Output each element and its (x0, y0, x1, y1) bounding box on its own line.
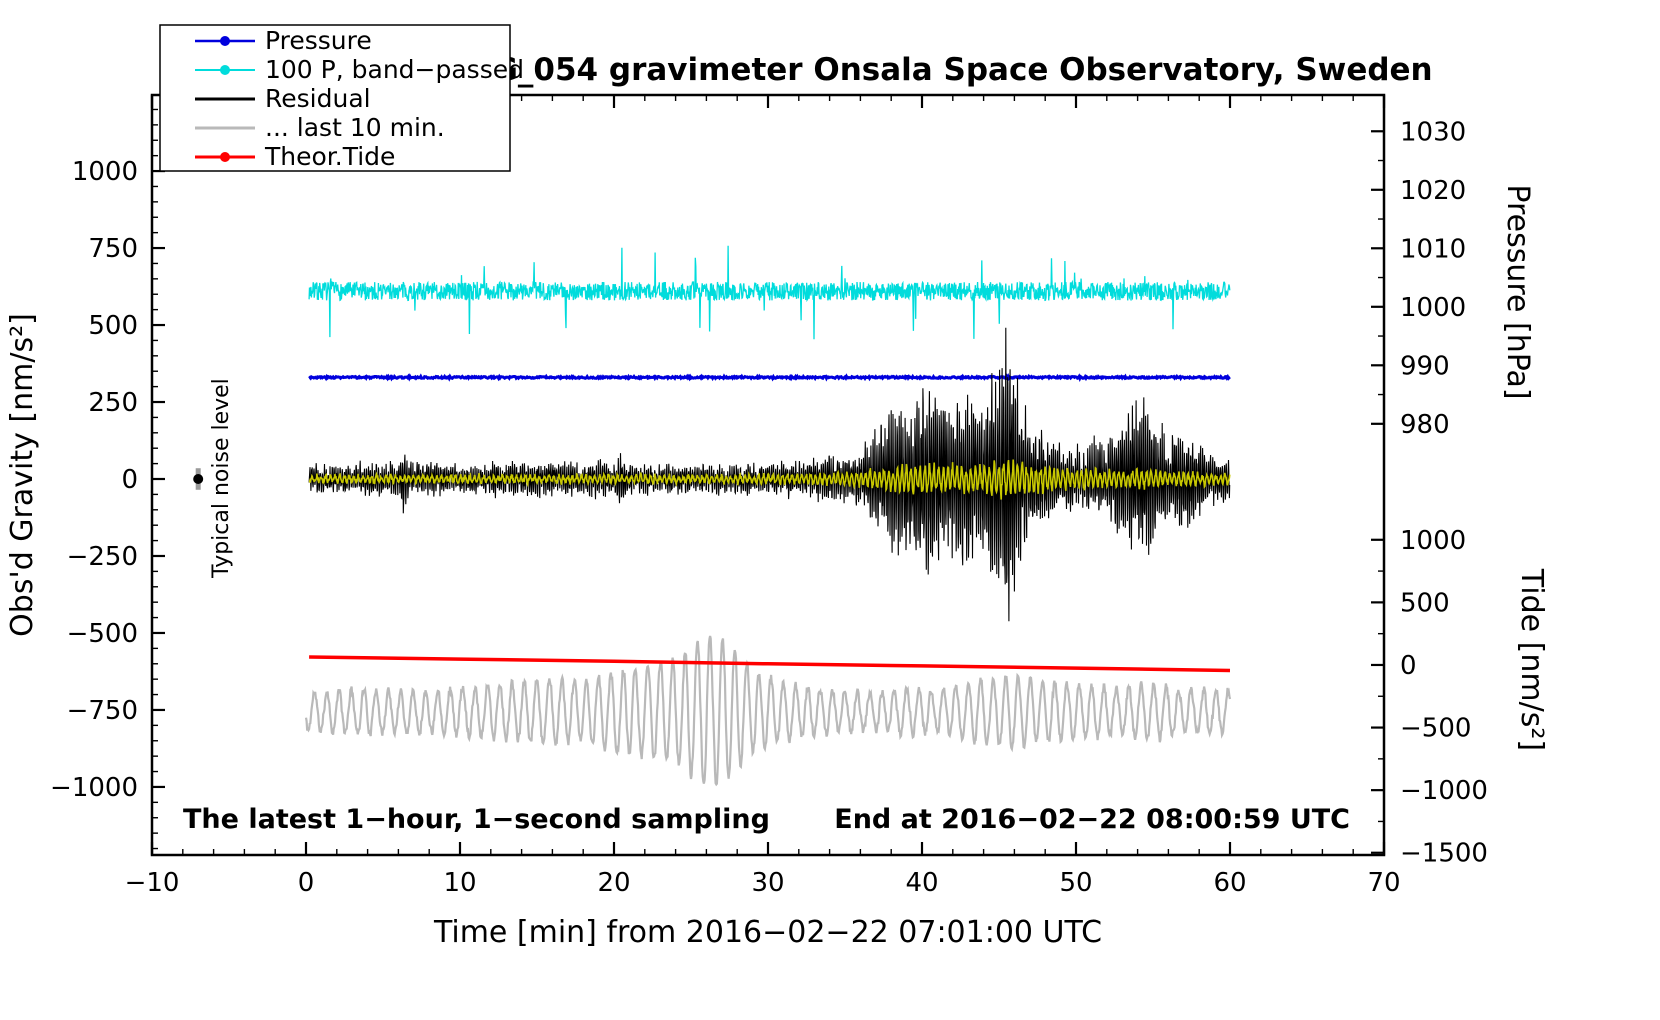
gravity-tick-label: 500 (88, 311, 138, 341)
gravity-tick-label: 0 (121, 465, 138, 495)
pressure-tick-label: 1000 (1400, 293, 1466, 323)
noise-level-dot (193, 474, 204, 485)
end-time-annotation: End at 2016−02−22 08:00:59 UTC (834, 804, 1350, 835)
pressure-tick-label: 1020 (1400, 176, 1466, 206)
x-tick-label: 20 (597, 868, 630, 898)
x-tick-label: 30 (751, 868, 784, 898)
tide-tick-label: −500 (1400, 714, 1471, 744)
legend-marker-dot (220, 152, 230, 162)
pressure-axis-label: Pressure [hPa] (1500, 184, 1535, 399)
noise-level-label: Typical noise level (209, 378, 234, 579)
x-axis-label: Time [min] from 2016−02−22 07:01:00 UTC (433, 915, 1102, 950)
series-theoretical-tide (309, 655, 1231, 673)
x-tick-label: 50 (1059, 868, 1092, 898)
gravity-tick-label: −500 (67, 619, 138, 649)
legend-marker-dot (220, 36, 230, 46)
tide-tick-label: 500 (1400, 588, 1450, 618)
gravity-tick-label: 250 (88, 388, 138, 418)
series-residual-smoothed (308, 459, 1231, 500)
chart-title: SCG_054 gravimeter Onsala Space Observat… (447, 52, 1432, 88)
gravity-tick-label: 750 (88, 234, 138, 264)
pressure-tick-label: 990 (1400, 351, 1450, 381)
series-residual-last10 (304, 635, 1232, 787)
legend-item-label: Residual (265, 84, 371, 113)
gravity-tick-label: −250 (67, 542, 138, 572)
pressure-tick-label: 980 (1400, 410, 1450, 440)
pressure-tick-label: 1030 (1400, 117, 1466, 147)
x-tick-label: 10 (443, 868, 476, 898)
legend-item-label: Pressure (265, 26, 372, 55)
x-tick-label: 70 (1367, 868, 1400, 898)
tide-axis-label: Tide [nm/s²] (1514, 568, 1549, 751)
legend-item-label: ... last 10 min. (265, 113, 445, 142)
plot-layer: −10 0 10 20 30 40 50 60 7010007505002500−250−500… (50, 93, 1488, 898)
gravity-tick-label: 1000 (72, 157, 138, 187)
series-pressure (308, 373, 1231, 383)
series-bandpassed-pressure (308, 245, 1231, 340)
tide-tick-label: 0 (1400, 651, 1417, 681)
pressure-tick-label: 1010 (1400, 234, 1466, 264)
gravity-tick-label: −750 (67, 696, 138, 726)
x-tick-label: 60 (1213, 868, 1246, 898)
tide-tick-label: 1000 (1400, 526, 1466, 556)
legend-item-label: 100 P, band−passed (265, 55, 524, 84)
left-axis-label: Obs'd Gravity [nm/s²] (5, 313, 40, 637)
x-tick-label: −10 (125, 868, 180, 898)
x-tick-label: 0 (298, 868, 315, 898)
tide-tick-label: −1000 (1400, 776, 1488, 806)
sampling-annotation: The latest 1−hour, 1−second sampling (183, 804, 770, 835)
tide-tick-label: −1500 (1400, 839, 1488, 869)
legend-marker-dot (220, 65, 230, 75)
legend-item-label: Theor.Tide (264, 142, 395, 171)
x-tick-label: 40 (905, 868, 938, 898)
gravity-tick-label: −1000 (50, 773, 138, 803)
